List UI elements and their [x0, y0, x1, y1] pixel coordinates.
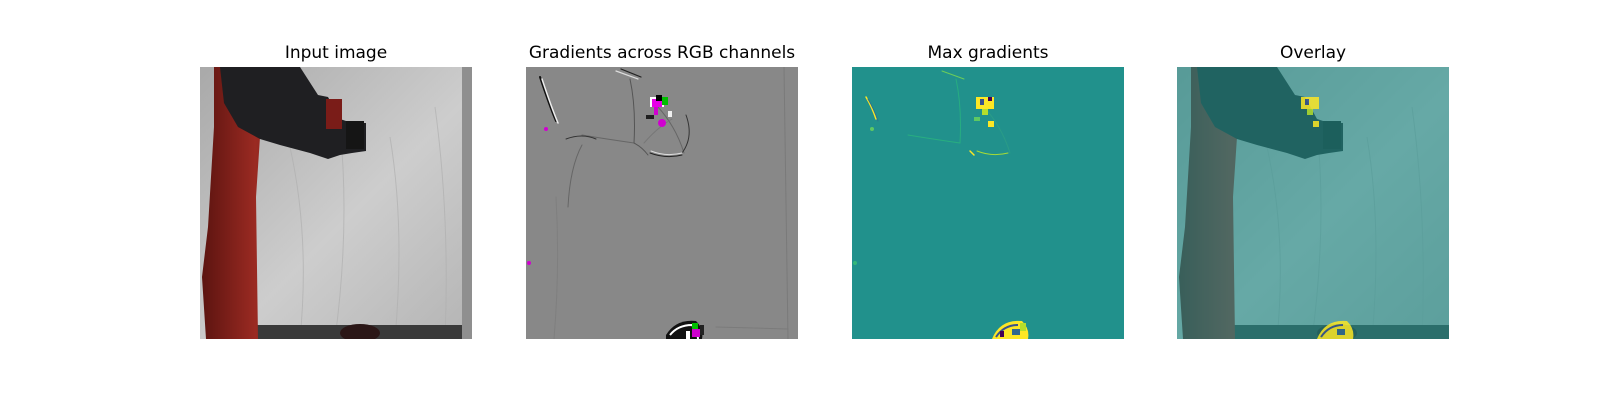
gradients-rgb-image: [526, 67, 798, 339]
panel-title: Gradients across RGB channels: [528, 43, 796, 63]
panel-title: Overlay: [1279, 43, 1347, 63]
panel-max-gradients: Max gradients: [852, 40, 1124, 339]
panel-input-image: Input image: [200, 40, 472, 339]
panel-title: Max gradients: [927, 43, 1049, 63]
panel-overlay: Overlay: [1177, 40, 1449, 339]
overlay-image: [1177, 67, 1449, 339]
input-image: [200, 67, 472, 339]
panel-gradients-rgb: Gradients across RGB channels: [526, 40, 798, 339]
panel-title: Input image: [284, 43, 388, 63]
max-gradients-image: [852, 67, 1124, 339]
